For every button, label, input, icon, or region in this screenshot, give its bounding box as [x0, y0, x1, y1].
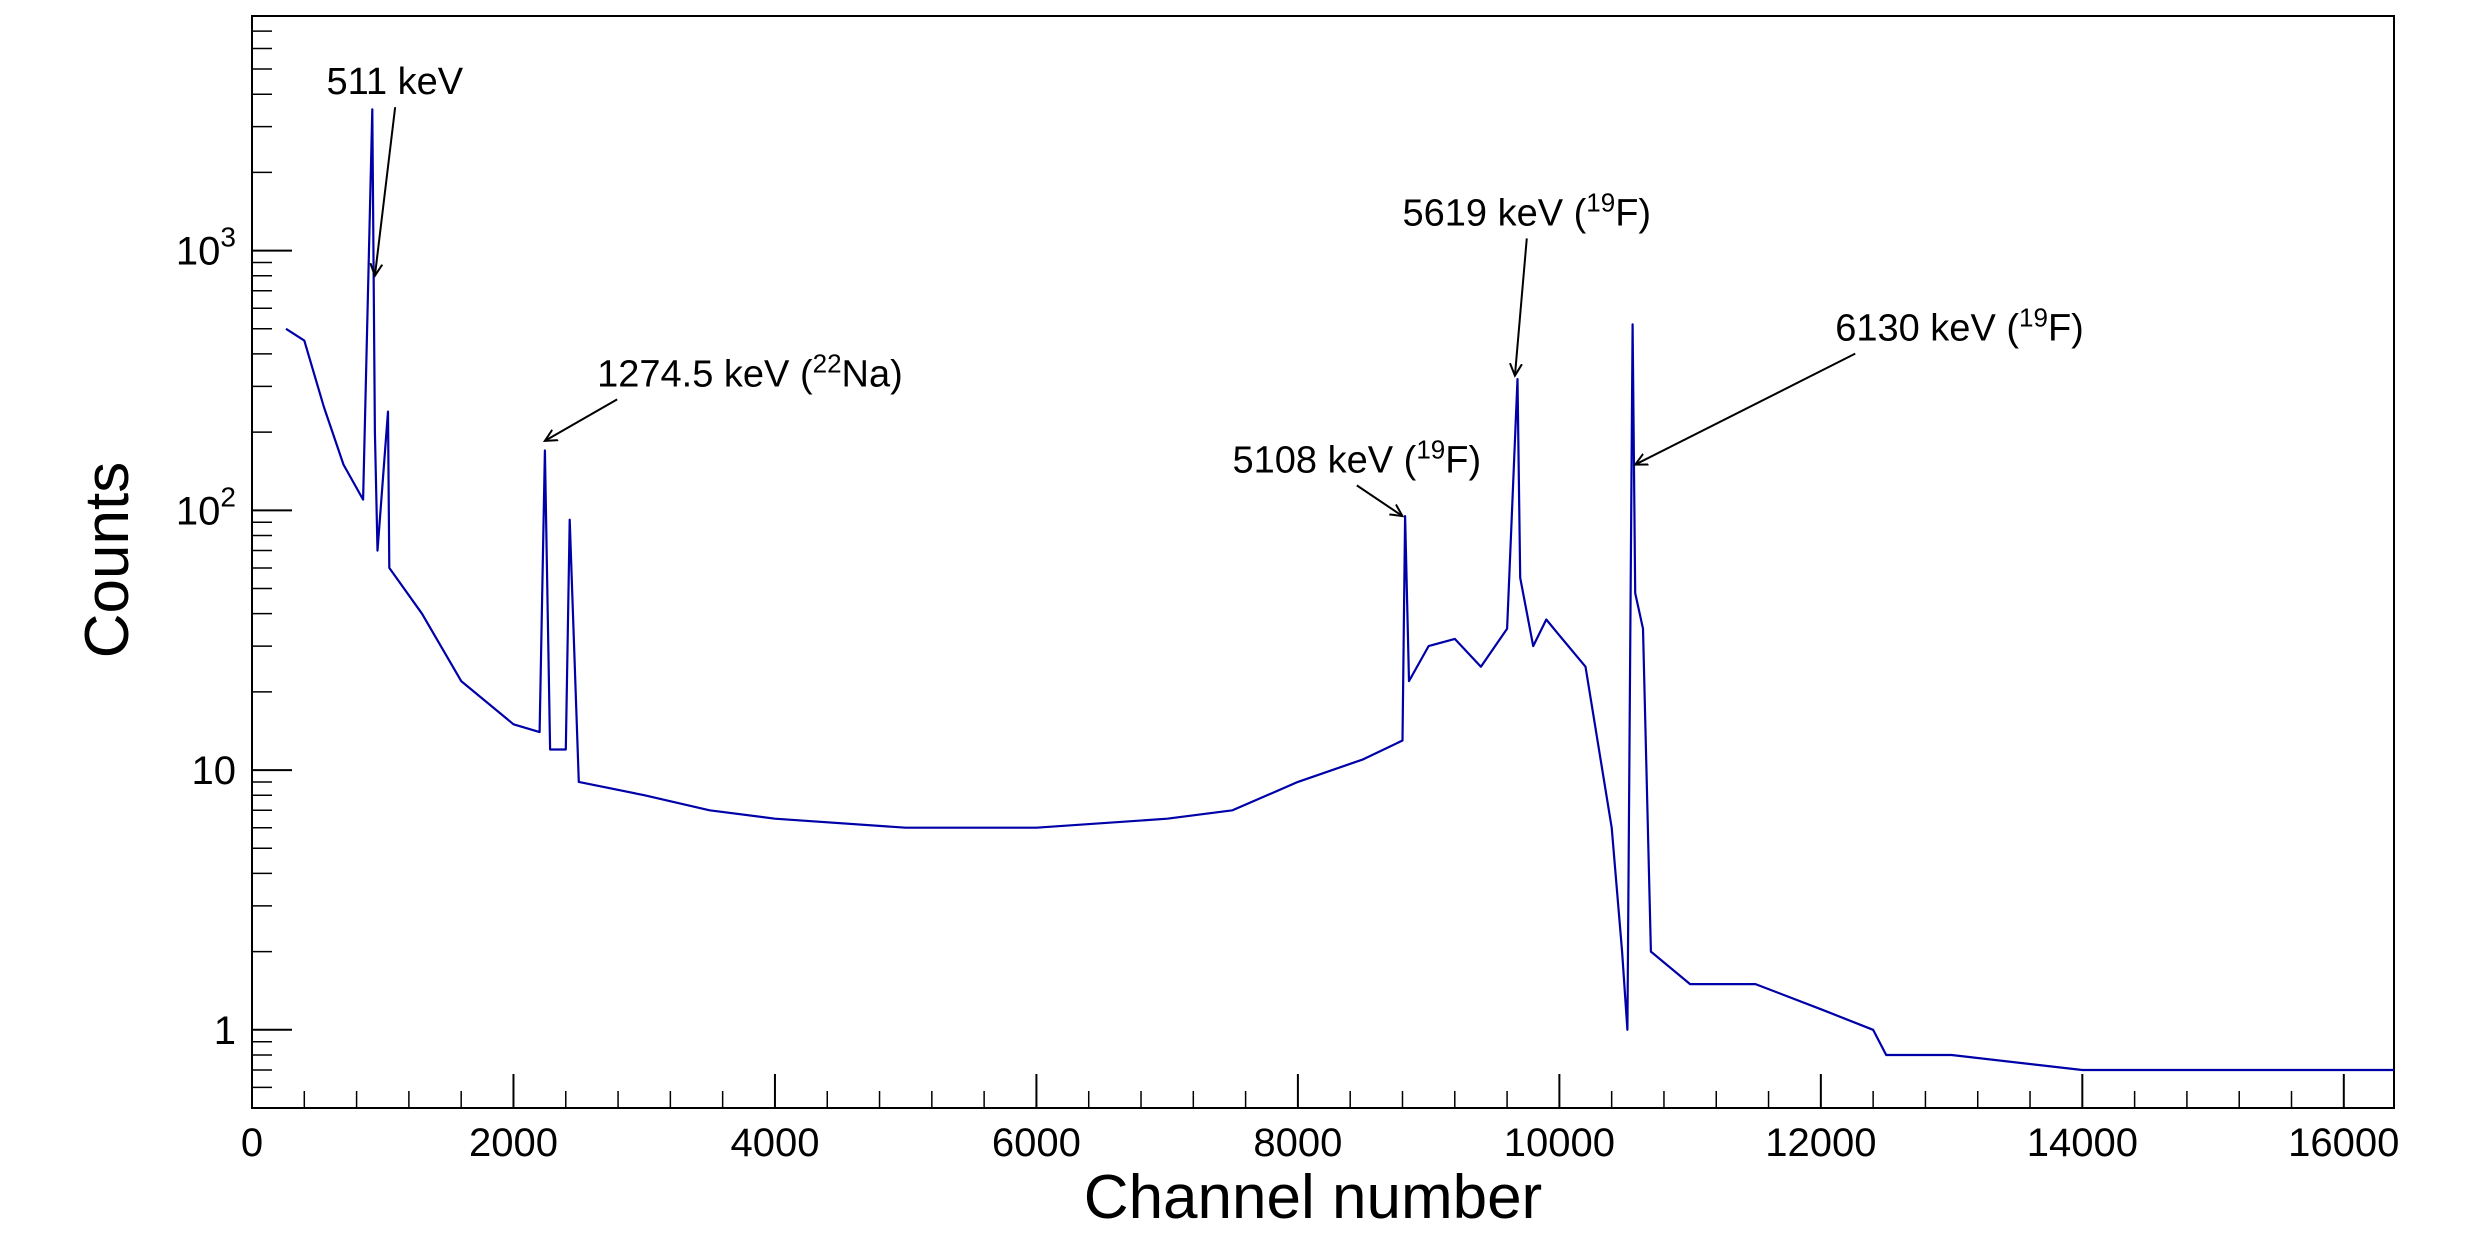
peak-annotation-label: 5619 keV (19F) [1402, 187, 1651, 234]
peak-annotation-arrow [545, 398, 618, 441]
annotations: 511 keV 1274.5 keV (22Na) 5108 keV (19F) 56… [327, 61, 2084, 516]
x-tick-label: 2000 [469, 1121, 558, 1165]
plot-border [251, 15, 2395, 1109]
x-tick-label: 0 [241, 1121, 263, 1165]
y-tick-label: 1 [214, 1009, 236, 1053]
peak-annotation-arrow [1635, 352, 1856, 465]
peak-annotation-arrow [1356, 484, 1403, 516]
x-tick-label: 4000 [730, 1121, 819, 1165]
x-tick-label: 10000 [1504, 1121, 1615, 1165]
x-axis-title: Channel number [1084, 1163, 1542, 1232]
x-tick-label: 6000 [992, 1121, 1081, 1165]
peak-annotation-label: 511 keV [327, 61, 464, 103]
x-tick-label: 16000 [2288, 1121, 2399, 1165]
y-tick-label: 103 [176, 222, 236, 274]
axes: 0 2000 4000 6000 8000 10000 12000 14000 16000 1 10… [176, 15, 2399, 1165]
x-tick-label: 12000 [1765, 1121, 1876, 1165]
x-tick-label: 8000 [1253, 1121, 1342, 1165]
series-line-0 [285, 108, 2394, 1072]
x-tick-label: 14000 [2027, 1121, 2138, 1165]
peak-annotation-label: 6130 keV (19F) [1835, 303, 2084, 350]
y-axis-title: Counts [73, 462, 142, 658]
peak-annotation-label: 5108 keV (19F) [1233, 434, 1482, 481]
y-tick-label: 102 [176, 481, 236, 533]
peak-annotation-arrow [375, 107, 397, 276]
spectrum-series [285, 108, 2394, 1072]
plot-frame [251, 15, 2395, 1109]
peak-annotation-label: 1274.5 keV (22Na) [597, 348, 903, 395]
y-tick-label: 10 [192, 749, 237, 793]
peak-annotation-arrow [1515, 238, 1528, 375]
